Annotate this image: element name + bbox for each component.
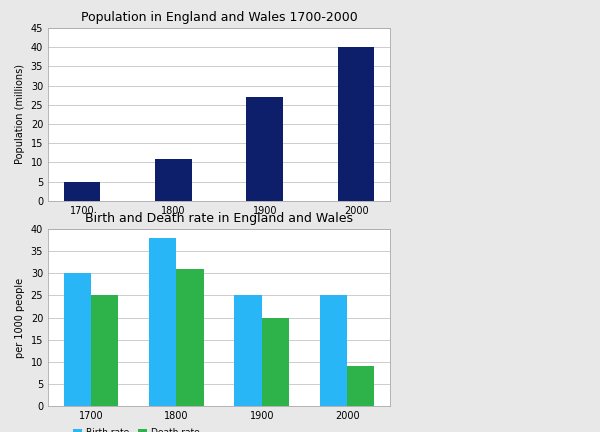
Bar	[64, 182, 100, 201]
Bar	[91, 295, 118, 406]
Bar	[64, 273, 91, 406]
Y-axis label: Population (millions): Population (millions)	[15, 64, 25, 165]
Bar	[320, 295, 347, 406]
Bar	[235, 295, 262, 406]
Bar	[149, 238, 176, 406]
Title: Population in England and Wales 1700-2000: Population in England and Wales 1700-200…	[80, 11, 358, 24]
Bar	[347, 366, 374, 406]
Bar	[262, 318, 289, 406]
Legend: Birth rate, Death rate: Birth rate, Death rate	[70, 424, 203, 432]
Bar	[155, 159, 191, 201]
Bar	[247, 97, 283, 201]
Title: Birth and Death rate in England and Wales: Birth and Death rate in England and Wale…	[85, 212, 353, 225]
Y-axis label: per 1000 people: per 1000 people	[15, 277, 25, 358]
Bar	[176, 269, 203, 406]
Bar	[338, 47, 374, 201]
